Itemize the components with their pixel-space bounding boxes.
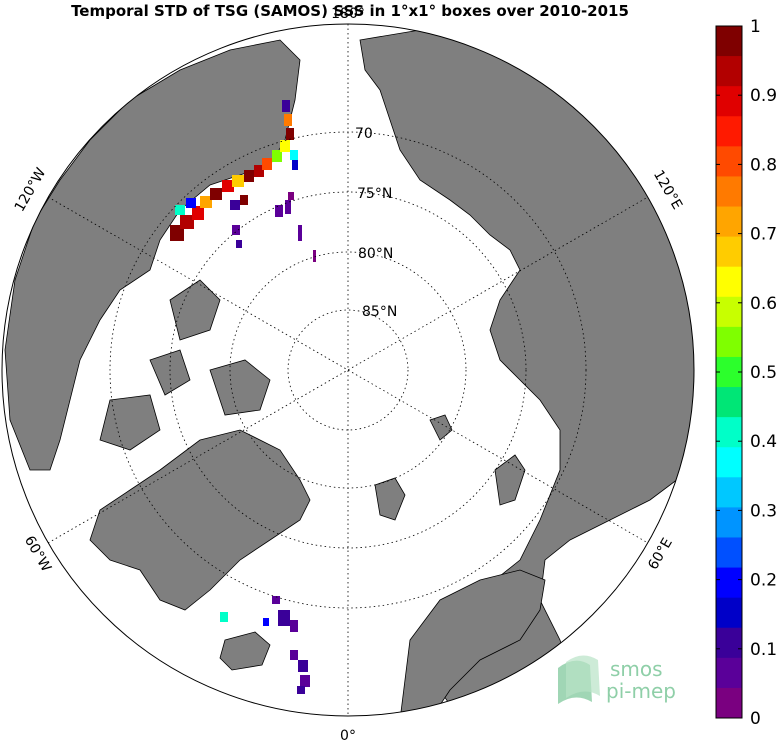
colorbar-segment: [716, 387, 742, 418]
lat-label-75: 75°N: [357, 186, 392, 202]
smos-pi-mep-logo: smos pi-mep: [558, 655, 676, 704]
land-svalbard: [374, 477, 406, 521]
logo-pimep-text: pi-mep: [606, 679, 676, 703]
colorbar-tick-label: 0: [750, 709, 761, 729]
colorbar-tick-label: 0.5: [750, 363, 777, 383]
land-scandinavia: [399, 569, 546, 716]
colorbar-tick-label: 0.7: [750, 225, 777, 245]
colorbar-segment: [716, 356, 742, 388]
colorbar-tick-label: 0.3: [750, 501, 777, 521]
colorbar-segment: [716, 296, 742, 328]
colorbar-segment: [716, 567, 742, 599]
land-north-america: [4, 39, 301, 471]
colorbar-segment: [716, 687, 742, 719]
colorbar-segment: [716, 507, 742, 538]
graticule: [47, 24, 649, 716]
colorbar-tick-label: 0.8: [750, 155, 777, 175]
colorbar-tick-label: 0.2: [750, 571, 777, 591]
landmasses: [4, 29, 694, 716]
lat-label-85: 85°N: [362, 304, 397, 320]
land-archipelago-1: [169, 279, 221, 341]
lon-label-180: 180°: [331, 6, 365, 22]
land-franz-josef: [429, 414, 453, 441]
land-archipelago-2: [209, 359, 271, 416]
colorbar-segment: [716, 86, 742, 117]
meridian-120w-60e: [47, 196, 649, 544]
colorbar-segment: [716, 26, 742, 57]
colorbar-segment: [716, 206, 742, 238]
colorbar-tick-label: 0.4: [750, 432, 777, 452]
colorbar-segment: [716, 627, 742, 659]
colorbar-segment: [716, 56, 742, 87]
colorbar-segment: [716, 417, 742, 448]
land-archipelago-4: [99, 394, 161, 451]
lat-label-70: 70: [355, 126, 373, 142]
colorbar-segment: [716, 326, 742, 358]
colorbar-tick-label: 0.9: [750, 86, 777, 106]
colorbar-segments: [716, 26, 742, 719]
data-boxes: [170, 100, 316, 694]
land-greenland: [89, 429, 311, 611]
lon-label-0: 0°: [340, 728, 356, 744]
lat-circle-85: [287, 309, 409, 431]
colorbar-segment: [716, 266, 742, 298]
land-novaya-zemlya: [494, 454, 526, 506]
colorbar-segment: [716, 116, 742, 147]
colorbar-segment: [716, 146, 742, 177]
colorbar-segment: [716, 537, 742, 569]
lat-label-80: 80°N: [358, 246, 393, 262]
colorbar-segment: [716, 477, 742, 508]
colorbar-segment: [716, 176, 742, 208]
land-iceland: [219, 631, 271, 671]
land-archipelago-3: [149, 349, 191, 396]
colorbar-tick-label: 0.6: [750, 294, 777, 314]
colorbar-segment: [716, 447, 742, 478]
meridian-60w-120e: [47, 196, 649, 544]
colorbar-ticks: 1 0.9 0.8 0.7 0.6 0.5 0.4 0.3 0.2 0.1 0: [716, 17, 777, 729]
colorbar-segment: [716, 657, 742, 689]
colorbar-tick-label: 0.1: [750, 640, 777, 660]
colorbar-segment: [716, 236, 742, 268]
map-title: Temporal STD of TSG (SAMOS) SSS in 1°x1°…: [71, 2, 629, 20]
map-boundary: [1, 23, 695, 717]
logo-smos-text: smos: [610, 657, 663, 681]
colorbar-tick-label: 1: [750, 17, 761, 37]
colorbar-segment: [716, 597, 742, 629]
